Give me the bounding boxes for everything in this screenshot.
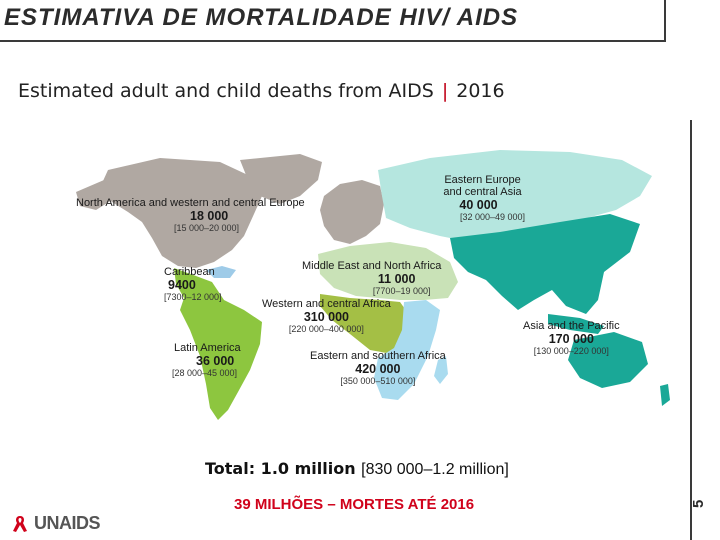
map-subtitle: Estimated adult and child deaths from AI…	[18, 80, 505, 102]
region-western-europe	[320, 180, 384, 244]
region-indonesia	[548, 314, 604, 334]
caribbean-value: 9400	[168, 278, 196, 292]
wca-value: 310 000	[303, 310, 349, 324]
total-deaths: Total: 1.0 million [830 000–1.2 million]	[205, 459, 509, 479]
north-america-name: North America and western and central Eu…	[76, 197, 305, 209]
total-label: Total: 1.0 million	[205, 459, 356, 478]
region-wca-shape	[320, 294, 410, 354]
label-wca: Western and central Africa 310 000 [220 …	[262, 298, 391, 334]
label-north-america: North America and western and central Eu…	[76, 197, 305, 233]
region-new-zealand	[660, 384, 670, 406]
label-caribbean: Caribbean 9400 [7300–12 000]	[164, 266, 222, 302]
mena-name: Middle East and North Africa	[302, 260, 442, 272]
footer-note: 39 MILHÕES – MORTES ATÉ 2016	[234, 496, 475, 513]
esa-value: 420 000	[355, 362, 401, 376]
region-alaska	[76, 180, 112, 210]
page-title: ESTIMATIVA DE MORTALIDADE HIV/ AIDS	[4, 4, 519, 31]
region-caribbean-shape	[206, 266, 236, 278]
region-australia	[568, 332, 648, 388]
label-asia-pacific: Asia and the Pacific 170 000 [130 000–22…	[523, 320, 620, 356]
page-number: 5	[690, 499, 707, 508]
region-mena-shape	[318, 242, 458, 300]
region-north-america-shape	[98, 158, 262, 268]
label-latin-america: Latin America 36 000 [28 000–45 000]	[172, 342, 241, 378]
region-esa-shape	[374, 300, 440, 400]
latin-america-value: 36 000	[196, 354, 235, 368]
esa-range: [350 000–510 000]	[340, 376, 416, 386]
title-rule-vertical	[664, 0, 666, 42]
caribbean-range: [7300–12 000]	[164, 292, 222, 302]
north-america-range: [15 000–20 000]	[174, 223, 240, 233]
region-madagascar	[434, 356, 448, 384]
mena-range: [7700–19 000]	[372, 286, 431, 296]
eastern-europe-value: 40 000	[459, 198, 498, 212]
subtitle-text: Estimated adult and child deaths from AI…	[18, 80, 434, 102]
title-rule	[0, 40, 664, 42]
region-asia-pacific-shape	[450, 214, 640, 314]
ribbon-icon	[13, 515, 27, 532]
subtitle-separator: |	[441, 80, 449, 102]
mena-value: 11 000	[377, 272, 416, 286]
unaids-logo: UNAIDS	[10, 513, 101, 534]
subtitle-year: 2016	[456, 80, 505, 102]
total-range: [830 000–1.2 million]	[361, 461, 509, 478]
eastern-europe-name: Eastern Europe	[444, 174, 521, 186]
wca-range: [220 000–400 000]	[288, 324, 364, 334]
label-mena: Middle East and North Africa 11 000 [770…	[302, 260, 441, 296]
region-greenland	[240, 154, 322, 204]
caribbean-name: Caribbean	[164, 266, 215, 278]
asia-pacific-range: [130 000–220 000]	[533, 346, 609, 356]
north-america-value: 18 000	[190, 209, 229, 223]
region-latin-america-shape	[174, 268, 262, 420]
label-esa: Eastern and southern Africa 420 000 [350…	[310, 350, 446, 386]
label-eastern-europe: Eastern Europe and central Asia 40 000 […	[440, 174, 525, 222]
eastern-europe-name-2: and central Asia	[443, 186, 522, 198]
asia-pacific-name: Asia and the Pacific	[523, 320, 620, 332]
asia-pacific-value: 170 000	[548, 332, 594, 346]
latin-america-range: [28 000–45 000]	[172, 368, 238, 378]
eastern-europe-range: [32 000–49 000]	[460, 212, 526, 222]
logo-text: UNAIDS	[34, 513, 101, 533]
side-rule	[690, 120, 692, 540]
esa-name: Eastern and southern Africa	[310, 350, 446, 362]
latin-america-name: Latin America	[174, 342, 241, 354]
wca-name: Western and central Africa	[262, 298, 391, 310]
